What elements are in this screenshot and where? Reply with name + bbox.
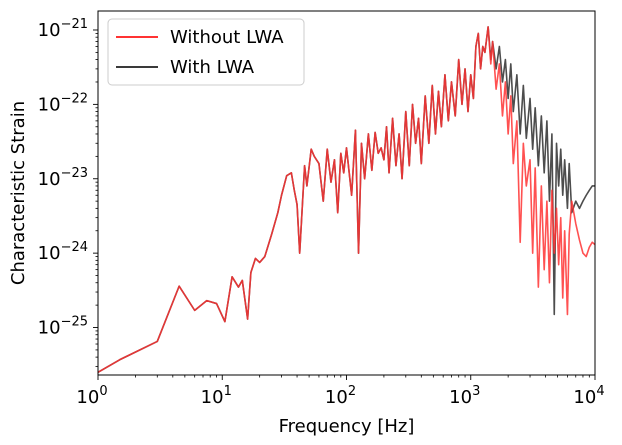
- y-tick-label: 10−21: [38, 17, 88, 41]
- x-tick-label: 103: [449, 384, 480, 408]
- legend: Without LWA With LWA: [107, 18, 305, 86]
- y-tick-label: 10−25: [38, 315, 88, 339]
- x-axis: 100 101 102 103 104: [76, 375, 605, 408]
- y-axis: 10−25 10−24 10−23 10−22 10−21: [38, 17, 98, 367]
- y-axis-label: Characteristic Strain: [8, 101, 29, 285]
- legend-frame: [107, 18, 305, 86]
- x-tick-label: 102: [325, 384, 356, 408]
- x-axis-label: Frequency [Hz]: [279, 416, 415, 437]
- y-tick-label: 10−24: [38, 240, 88, 264]
- series-line-without-lwa: [98, 26, 595, 374]
- legend-label-without-lwa: Without LWA: [170, 27, 284, 48]
- y-tick-label: 10−23: [38, 166, 88, 190]
- y-tick-label: 10−22: [38, 91, 88, 115]
- x-tick-label: 104: [573, 384, 604, 408]
- series-layer: [98, 26, 595, 374]
- x-tick-label: 101: [201, 384, 232, 408]
- legend-label-with-lwa: With LWA: [170, 57, 255, 78]
- x-tick-label: 100: [76, 384, 107, 408]
